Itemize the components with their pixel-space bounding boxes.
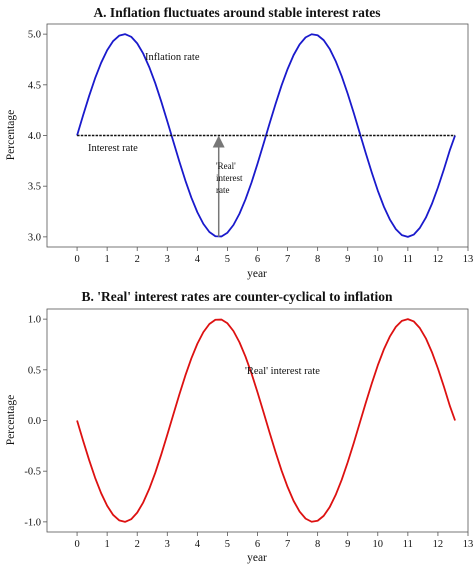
panel-a-x-axis-label: year	[247, 268, 267, 280]
panel-b-x-axis: 0 1 2 3 4 5 6 7 8 9 10 11 12 13	[74, 532, 473, 550]
x-tick-label: 7	[285, 254, 290, 265]
x-tick-label: 4	[195, 539, 201, 550]
x-tick-label: 13	[463, 539, 474, 550]
x-tick-label: 3	[165, 254, 170, 265]
series-line-real-interest-rate	[76, 318, 456, 523]
x-tick-label: 13	[463, 254, 474, 265]
inflation-rate-label: Inflation rate	[145, 52, 200, 63]
x-tick-label: 3	[165, 539, 170, 550]
y-tick-label: 3.5	[28, 182, 41, 193]
x-tick-label: 9	[345, 539, 350, 550]
real-rate-annotation-line-1: 'Real'	[216, 161, 236, 171]
panel-a-y-axis-label: Percentage	[5, 110, 17, 160]
panel-b: B. 'Real' interest rates are counter-cyc…	[5, 289, 473, 564]
panel-b-x-axis-label: year	[247, 552, 267, 564]
y-tick-label: 4.5	[28, 80, 41, 91]
real-rate-annotation-line-2: interest	[216, 173, 243, 183]
x-tick-label: 12	[433, 539, 444, 550]
panel-b-title: B. 'Real' interest rates are counter-cyc…	[82, 289, 393, 304]
panel-a-y-axis: 3.0 3.5 4.0 4.5 5.0	[28, 30, 47, 243]
x-tick-label: 6	[255, 539, 260, 550]
x-tick-label: 1	[105, 539, 110, 550]
x-tick-label: 8	[315, 254, 320, 265]
y-tick-label: 0.0	[28, 416, 41, 427]
y-tick-label: 5.0	[28, 30, 41, 41]
panel-b-y-axis-label: Percentage	[5, 395, 17, 445]
x-tick-label: 2	[135, 539, 140, 550]
x-tick-label: 8	[315, 539, 320, 550]
y-tick-label: 1.0	[28, 315, 41, 326]
x-tick-label: 0	[74, 539, 79, 550]
x-tick-label: 11	[403, 539, 413, 550]
x-tick-label: 12	[433, 254, 444, 265]
y-tick-label: -1.0	[24, 517, 41, 528]
panel-a-x-axis: 0 1 2 3 4 5 6 7 8 9 10 11 12 13	[74, 247, 473, 265]
x-tick-label: 11	[403, 254, 413, 265]
series-line-inflation-rate	[76, 33, 456, 238]
y-tick-label: 3.0	[28, 232, 41, 243]
real-interest-rate-label: 'Real' interest rate	[245, 366, 320, 377]
x-tick-label: 6	[255, 254, 260, 265]
panel-b-y-axis: -1.0 -0.5 0.0 0.5 1.0	[24, 315, 47, 528]
x-tick-label: 1	[105, 254, 110, 265]
y-tick-label: 4.0	[28, 131, 41, 142]
x-tick-label: 5	[225, 539, 230, 550]
panel-a: A. Inflation fluctuates around stable in…	[5, 5, 473, 280]
y-tick-label: 0.5	[28, 365, 41, 376]
panel-a-title: A. Inflation fluctuates around stable in…	[93, 5, 380, 20]
x-tick-label: 10	[373, 254, 384, 265]
real-rate-annotation-line-3: rate	[216, 185, 230, 195]
panel-b-series	[76, 318, 456, 523]
x-tick-label: 0	[74, 254, 79, 265]
panel-a-series	[76, 33, 456, 238]
x-tick-label: 4	[195, 254, 201, 265]
x-tick-label: 2	[135, 254, 140, 265]
interest-rate-label: Interest rate	[88, 143, 138, 154]
x-tick-label: 10	[373, 539, 384, 550]
x-tick-label: 5	[225, 254, 230, 265]
y-tick-label: -0.5	[24, 467, 41, 478]
x-tick-label: 7	[285, 539, 290, 550]
panel-b-plot-frame	[46, 308, 469, 533]
x-tick-label: 9	[345, 254, 350, 265]
